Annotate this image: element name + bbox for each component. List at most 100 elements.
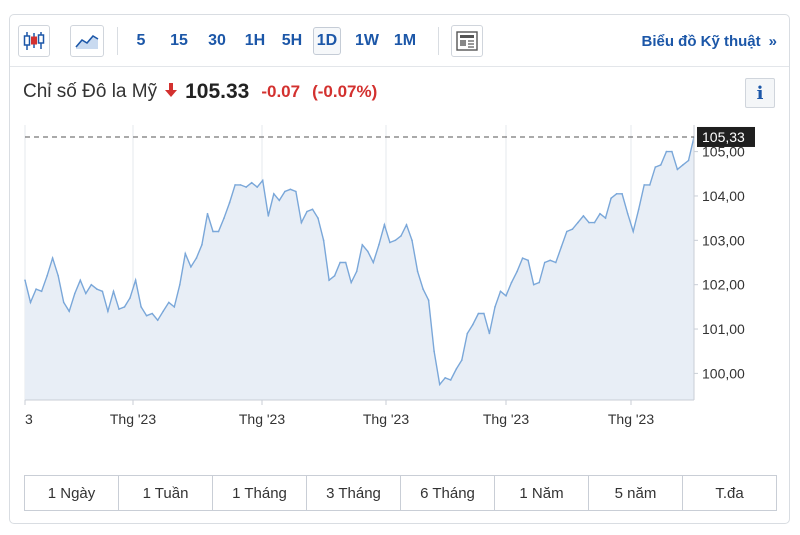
toolbar-separator xyxy=(438,27,439,55)
data-point xyxy=(228,201,231,204)
y-tick-label: 104,00 xyxy=(702,188,745,204)
data-point xyxy=(217,230,220,233)
data-point xyxy=(145,314,148,317)
interval-button-5[interactable]: 5 xyxy=(136,32,146,49)
data-point xyxy=(527,259,529,262)
data-point xyxy=(433,350,435,353)
data-point xyxy=(322,239,325,242)
data-point xyxy=(295,190,297,193)
range-tab[interactable]: 3 Tháng xyxy=(307,476,401,510)
data-point xyxy=(62,301,65,304)
data-point xyxy=(206,212,209,215)
last-price: 105.33 xyxy=(185,80,250,103)
data-point xyxy=(665,150,668,153)
data-point xyxy=(179,283,181,286)
data-point xyxy=(74,292,76,295)
interval-button-1m[interactable]: 1M xyxy=(393,32,417,49)
data-point xyxy=(350,281,353,284)
last-price-tag-label: 105,33 xyxy=(702,129,745,145)
data-point xyxy=(140,306,142,308)
data-point xyxy=(261,179,264,182)
data-point xyxy=(422,288,424,290)
data-point xyxy=(400,235,402,237)
data-point xyxy=(577,221,579,224)
data-point xyxy=(538,281,540,284)
news-icon[interactable] xyxy=(451,25,483,57)
data-point xyxy=(444,377,447,379)
series-line xyxy=(24,136,695,387)
data-point xyxy=(571,228,574,230)
data-point xyxy=(687,159,690,162)
data-point xyxy=(361,244,364,246)
data-point xyxy=(411,239,413,242)
range-tab[interactable]: 1 Tháng xyxy=(213,476,307,510)
interval-button-30[interactable]: 30 xyxy=(208,32,226,49)
down-arrow-icon xyxy=(165,82,178,102)
data-point xyxy=(516,270,518,273)
x-tick-label: Thg '23 xyxy=(239,411,285,427)
data-point xyxy=(355,270,358,273)
data-point xyxy=(416,270,419,273)
data-point xyxy=(621,193,623,195)
info-button[interactable]: i xyxy=(745,78,775,108)
data-point xyxy=(566,230,568,233)
range-tab[interactable]: 1 Năm xyxy=(495,476,589,510)
interval-button-1d[interactable]: 1D xyxy=(313,27,341,55)
candlestick-icon[interactable] xyxy=(18,25,50,57)
data-point xyxy=(57,275,59,277)
data-point xyxy=(223,217,225,219)
data-point xyxy=(190,266,192,268)
range-tab[interactable]: 1 Ngày xyxy=(25,476,119,510)
price-change: -0.07 xyxy=(261,82,301,101)
data-point xyxy=(676,168,679,171)
x-tick-label: 3 xyxy=(25,411,33,427)
data-point xyxy=(521,257,524,259)
data-point xyxy=(112,290,115,293)
interval-button-1w[interactable]: 1W xyxy=(355,32,379,49)
range-tab[interactable]: 5 năm xyxy=(589,476,683,510)
data-point xyxy=(637,208,640,211)
interval-button-15[interactable]: 15 xyxy=(170,32,188,49)
data-point xyxy=(134,279,137,282)
range-tab[interactable]: 6 Tháng xyxy=(401,476,495,510)
data-point xyxy=(239,184,242,186)
interval-button-1h[interactable]: 1H xyxy=(244,32,266,49)
data-point xyxy=(306,210,308,213)
data-point xyxy=(195,257,198,259)
data-point xyxy=(278,199,281,202)
data-point xyxy=(532,283,535,286)
last-price-tag xyxy=(697,126,755,147)
data-point xyxy=(85,292,87,295)
data-point xyxy=(599,212,601,215)
y-tick-label: 105,00 xyxy=(702,144,745,160)
line-chart-icon[interactable] xyxy=(70,25,104,57)
area-fill xyxy=(25,137,694,400)
technical-chart-link[interactable]: Biểu đồ Kỹ thuật » xyxy=(641,27,777,55)
data-point xyxy=(582,215,585,217)
data-point xyxy=(499,290,502,293)
price-change-percent: (-0.07%) xyxy=(312,82,378,101)
data-point xyxy=(250,181,253,184)
data-point xyxy=(549,259,551,262)
range-tab[interactable]: 1 Tuần xyxy=(119,476,213,510)
chart-toolbar: 5 15 30 1H 5H 1D 1W 1M Biểu đồ Kỹ thuật » xyxy=(10,15,789,67)
data-point xyxy=(671,150,673,153)
chevron-right-icon: » xyxy=(768,32,777,50)
data-point xyxy=(107,310,109,313)
data-point xyxy=(378,244,380,246)
instrument-name: Chỉ số Đô la Mỹ xyxy=(23,81,158,102)
data-point xyxy=(212,230,214,233)
x-tick-label: Thg '23 xyxy=(110,411,156,427)
data-point xyxy=(626,212,629,215)
data-point xyxy=(682,164,684,166)
data-point xyxy=(643,184,645,186)
data-point xyxy=(560,246,563,248)
interval-button-5h[interactable]: 5H xyxy=(281,32,303,49)
data-point xyxy=(101,290,104,293)
data-point xyxy=(162,310,164,313)
data-point xyxy=(40,290,43,293)
data-point xyxy=(615,193,618,195)
data-point xyxy=(29,301,32,304)
data-point xyxy=(234,184,236,186)
range-tab[interactable]: T.đa xyxy=(715,484,744,502)
